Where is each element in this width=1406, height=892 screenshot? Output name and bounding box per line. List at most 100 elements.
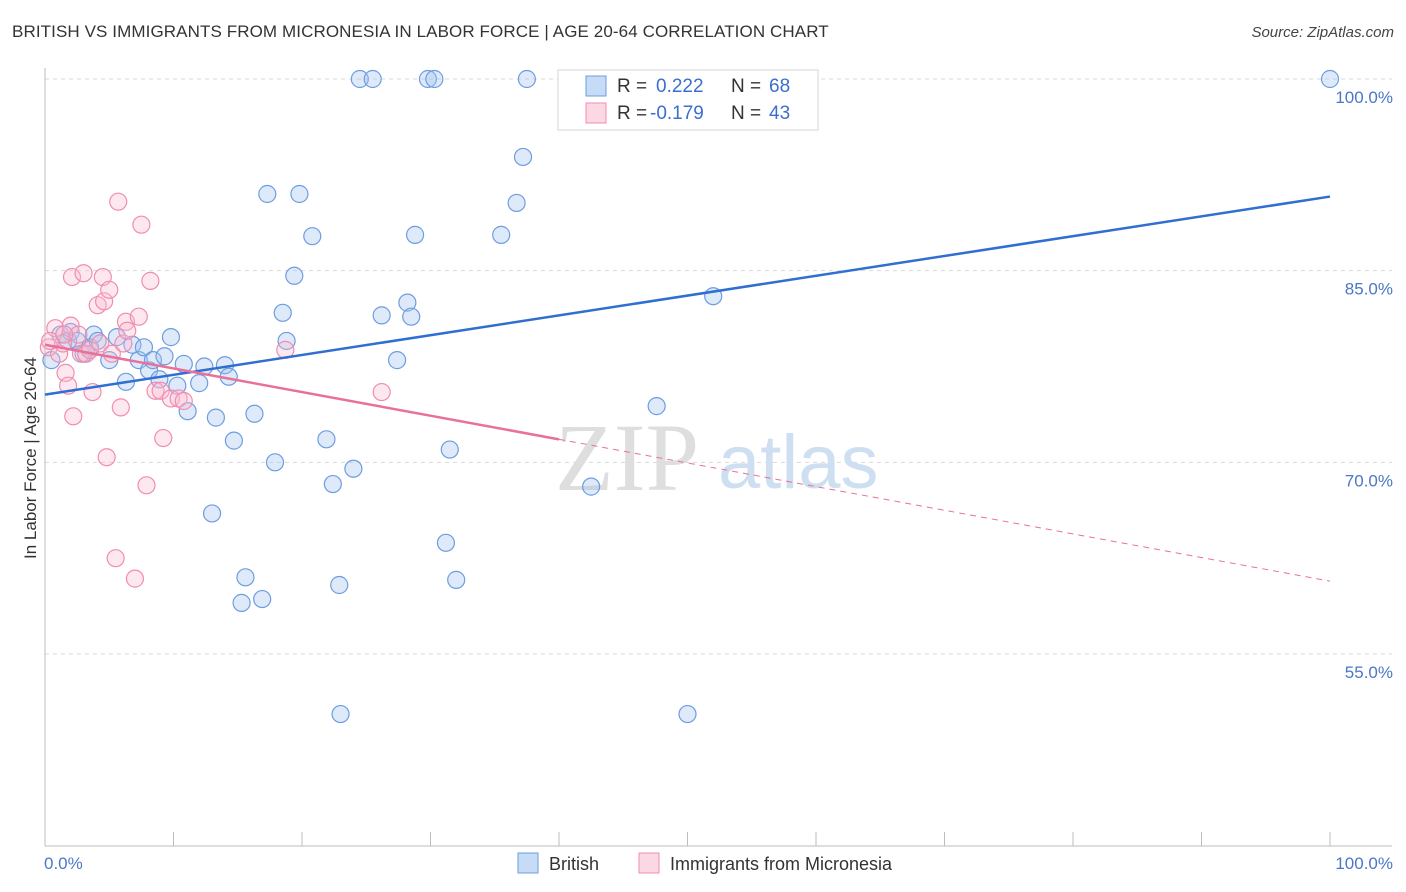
watermark: ZIP atlas: [555, 404, 879, 511]
micronesia-point: [141, 271, 160, 290]
x-tick-labels: 0.0% 100.0%: [44, 854, 1393, 873]
micronesia-point: [125, 569, 145, 588]
legend-r-label-1: R =: [617, 76, 647, 97]
british-point: [330, 575, 349, 595]
micronesia-point: [69, 325, 88, 344]
micronesia-point: [100, 280, 119, 299]
micronesia-point: [55, 325, 74, 344]
british-point: [344, 459, 363, 478]
british-point: [363, 69, 382, 89]
british-point: [440, 440, 459, 459]
british-point: [405, 225, 425, 244]
series-legend: British Immigrants from Micronesia: [517, 852, 893, 874]
micronesia-point: [95, 292, 114, 311]
micronesia-point: [372, 382, 391, 402]
watermark-zip: ZIP: [555, 404, 699, 511]
legend-swatch-british: [585, 75, 607, 97]
series-legend-label-micronesia: Immigrants from Micronesia: [670, 854, 893, 874]
source-label: Source: ZipAtlas.com: [1251, 24, 1394, 41]
micronesia-point: [62, 267, 82, 287]
british-point: [647, 397, 666, 416]
british-point: [323, 474, 342, 494]
british-trendline: [44, 195, 1331, 396]
series-legend-label-british: British: [549, 854, 599, 874]
grid: [45, 78, 1392, 655]
micronesia-point: [106, 549, 125, 568]
micronesia-point: [50, 344, 69, 363]
british-point: [517, 69, 536, 89]
british-point: [350, 69, 369, 89]
british-point: [202, 504, 222, 523]
x-tick-label: 0.0%: [44, 854, 83, 873]
chart-title: BRITISH VS IMMIGRANTS FROM MICRONESIA IN…: [12, 22, 829, 41]
british-point: [372, 306, 391, 325]
british-points: [42, 69, 1340, 724]
british-point: [418, 69, 438, 89]
micronesia-point: [74, 264, 93, 283]
micronesia-point: [154, 428, 173, 448]
micronesia-point: [91, 334, 110, 353]
micronesia-trendline-extension: [558, 438, 1331, 582]
british-point: [258, 184, 277, 204]
legend-n-value-2: 43: [769, 103, 790, 124]
british-point: [507, 193, 526, 213]
british-point: [492, 225, 511, 244]
legend-r-label-2: R =: [617, 103, 647, 124]
british-point: [387, 351, 407, 370]
british-point: [161, 328, 181, 347]
legend-n-label-2: N =: [731, 103, 761, 124]
y-tick-label: 55.0%: [1345, 663, 1393, 682]
british-point: [331, 704, 350, 724]
legend-n-value-1: 68: [769, 76, 790, 97]
british-point: [134, 338, 154, 357]
british-point: [398, 293, 417, 312]
legend-n-label-1: N =: [731, 76, 761, 97]
micronesia-point: [146, 381, 165, 400]
micronesia-point: [129, 307, 148, 326]
micronesia-point: [132, 215, 151, 234]
british-point: [232, 593, 251, 612]
british-point: [224, 431, 243, 450]
british-point: [285, 266, 304, 285]
legend-r-value-1: 0.222: [656, 76, 704, 97]
british-point: [273, 303, 292, 322]
series-legend-swatch-british: [517, 852, 539, 874]
axes: [44, 68, 1392, 847]
micronesia-point: [169, 389, 188, 408]
legend-r-value-2: -0.179: [650, 103, 704, 124]
x-tick-label: 100.0%: [1335, 854, 1393, 873]
y-axis-label: In Labor Force | Age 20-64: [21, 357, 40, 559]
y-tick-label: 85.0%: [1345, 280, 1393, 299]
british-point: [425, 69, 444, 89]
british-point: [582, 477, 601, 496]
british-point: [513, 147, 533, 167]
watermark-atlas: atlas: [718, 420, 879, 505]
british-point: [245, 404, 264, 423]
micronesia-points: [39, 192, 391, 588]
british-point: [190, 374, 209, 393]
british-point: [436, 533, 456, 552]
micronesia-point: [97, 448, 116, 467]
british-point: [155, 347, 174, 366]
micronesia-point: [118, 321, 137, 340]
british-point: [317, 430, 336, 449]
y-tick-labels: 55.0% 70.0% 85.0% 100.0%: [1335, 88, 1393, 682]
british-point: [253, 589, 272, 609]
y-tick-label: 100.0%: [1335, 88, 1393, 107]
series-legend-swatch-micronesia: [638, 852, 660, 874]
stats-legend: R = 0.222 N = 68 R = -0.179 N = 43: [557, 69, 819, 131]
micronesia-trendline: [44, 343, 560, 441]
trendlines: [44, 195, 1331, 582]
british-point: [265, 453, 285, 472]
british-point: [678, 704, 697, 724]
british-point: [290, 184, 309, 204]
y-tick-label: 70.0%: [1345, 471, 1393, 490]
micronesia-point: [137, 476, 156, 495]
micronesia-point: [111, 398, 130, 417]
micronesia-point: [174, 391, 193, 411]
british-point: [1320, 69, 1340, 89]
micronesia-point: [151, 381, 170, 400]
british-point: [178, 402, 197, 421]
legend-swatch-micronesia: [585, 102, 607, 124]
